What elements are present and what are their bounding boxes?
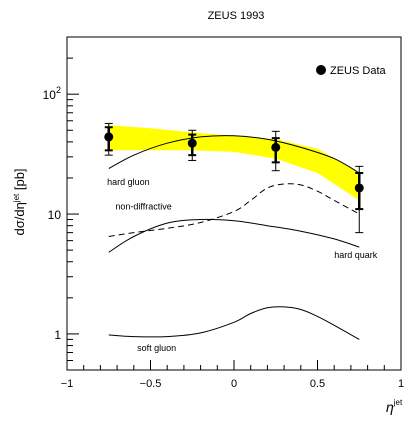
curve-hard-quark [108, 218, 360, 253]
x-tick-label: 1 [398, 378, 404, 390]
data-marker [104, 132, 114, 142]
axes: −1 −0.5 0 0.5 1 1 10 102 [43, 36, 404, 390]
curve-labels: hard gluon non-diffractive hard quark soft … [107, 177, 378, 353]
y-axis-label-main: dσ/dη [12, 202, 27, 235]
curve-label: hard gluon [107, 177, 150, 187]
theory-curves [108, 135, 360, 340]
legend-label: ZEUS Data [330, 65, 387, 77]
data-point [104, 122, 114, 156]
data-points [104, 122, 364, 234]
curve-label: hard quark [334, 250, 378, 260]
legend: ZEUS Data [316, 65, 387, 77]
chart-title: ZEUS 1993 [208, 10, 265, 22]
curve-label: soft gluon [137, 343, 176, 353]
x-tick-label: 0.5 [310, 378, 325, 390]
curve-soft-gluon [108, 306, 360, 340]
y-axis-label-sup: jet [12, 193, 21, 203]
x-tick-label: −1 [61, 378, 74, 390]
x-axis-label-sup: jet [393, 398, 403, 407]
data-marker [187, 138, 197, 148]
curve-hard-gluon [108, 135, 360, 174]
x-axis-label-main: η [386, 399, 394, 415]
curve-label: non-diffractive [115, 202, 171, 212]
y-axis-label: dσ/dηjet [pb] [12, 168, 27, 235]
error-band [108, 125, 360, 201]
data-point [271, 130, 281, 172]
y-tick-label: 10 [48, 208, 62, 222]
legend-marker [316, 65, 326, 75]
data-marker [354, 183, 364, 193]
x-axis-label: ηjet [386, 398, 403, 415]
x-tick-label: −0.5 [140, 378, 162, 390]
y-tick-label: 102 [43, 85, 61, 102]
y-axis-label-unit: [pb] [12, 168, 27, 193]
x-tick-label: 0 [231, 378, 237, 390]
data-point [187, 129, 197, 161]
data-marker [271, 142, 281, 152]
systematic-band [108, 125, 360, 201]
y-tick-label: 1 [54, 328, 61, 342]
curve-non-diffractive [108, 183, 360, 237]
data-point [354, 165, 364, 234]
